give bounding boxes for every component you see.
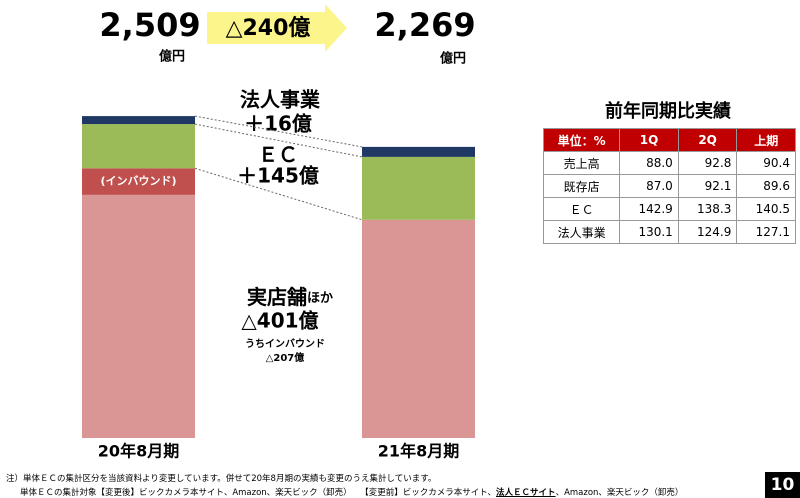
table-row: ＥＣ 142.9 138.3 140.5 (542, 197, 796, 221)
table-row: 既存店 87.0 92.1 89.6 (542, 174, 796, 198)
table-cell: 142.9 (619, 197, 679, 221)
table-cell: 127.1 (736, 220, 796, 244)
table-cell: 92.8 (677, 151, 738, 175)
table-cell: 89.6 (736, 174, 796, 198)
table-cell: 単位：% (542, 128, 621, 152)
arrow (207, 4, 347, 52)
footnote-part: 単体ＥＣの集計対象【変更後】ビックカメラ本サイト、Amazon、楽天ビック（卸売… (20, 488, 348, 498)
annotation: △207億 (266, 351, 305, 364)
table-cell: 既存店 (542, 174, 621, 198)
bar-segment (82, 168, 195, 195)
annotation: ＋145億 (237, 164, 319, 188)
connector (194, 123, 363, 158)
footnote-part: 【変更前】ビックカメラ本サイト、 (364, 488, 497, 498)
x-tick-label: 20年8月期 (98, 442, 179, 461)
connector (194, 115, 363, 148)
table-cell: 138.3 (677, 197, 738, 221)
table-cell: 上期 (736, 128, 796, 152)
footnote-part: 、Amazon、楽天ビック（卸売） (555, 488, 684, 498)
bar-segment (362, 156, 475, 220)
footnote: 単体ＥＣの集計対象【変更後】ビックカメラ本サイト、Amazon、楽天ビック（卸売… (20, 486, 683, 498)
table-cell: ＥＣ (542, 197, 621, 221)
bar-segment (362, 146, 475, 157)
table-cell: 2Q (677, 128, 738, 152)
footnote: 注）単体ＥＣの集計区分を当該資料より変更しています。併せて20年8月期の実績も変… (6, 474, 437, 484)
table-cell: 124.9 (677, 220, 738, 244)
table-cell: 1Q (619, 128, 679, 152)
table-row: 法人事業 130.1 124.9 127.1 (542, 220, 796, 244)
annotation: うちインバウンド (245, 338, 325, 350)
connector (194, 167, 363, 221)
bar-segment (82, 116, 195, 125)
annotation: △401億 (241, 309, 318, 333)
bar-segment (82, 194, 195, 438)
annotation: 法人事業 (240, 88, 321, 112)
page-number: 10 (765, 472, 800, 498)
table-row: 単位：% 1Q 2Q 上期 (542, 128, 796, 152)
table-cell: 92.1 (677, 174, 738, 198)
unit: 億円 (440, 51, 466, 67)
table-cell: 130.1 (619, 220, 679, 244)
table-cell: 90.4 (736, 151, 796, 175)
annotation: ＥＣ (258, 143, 298, 167)
total-label: 2,269 (374, 6, 475, 44)
x-tick-label: 21年8月期 (378, 442, 459, 461)
chart: △240億 2,509 億円 2,269 億円 法人事業 ＋16億 ＥＣ ＋14… (82, 4, 731, 461)
table-cell: 88.0 (619, 151, 679, 175)
total-label: 2,509 (99, 6, 200, 44)
annotation: 実店舗ほか (247, 285, 333, 309)
segment-label: (インバウンド) (100, 175, 176, 188)
table-cell: 売上高 (542, 151, 621, 175)
table-row: 売上高 88.0 92.8 90.4 (542, 151, 796, 175)
footnote-part: 法人ＥＣサイト (496, 488, 556, 498)
annotation-part: ほか (307, 291, 333, 306)
table-title: 前年同期比実績 (605, 100, 731, 122)
bar-segment (82, 124, 195, 169)
annotation-part: 実店舗 (247, 285, 307, 309)
change-label: △240億 (226, 15, 311, 41)
table-cell: 87.0 (619, 174, 679, 198)
unit: 億円 (159, 49, 185, 65)
table-cell: 法人事業 (542, 220, 621, 244)
table: 単位：% 1Q 2Q 上期 売上高 88.0 92.8 90.4 既存店 87.0 92.1 89.6… (542, 128, 796, 244)
bar-segment (362, 219, 475, 438)
table-cell: 140.5 (736, 197, 796, 221)
